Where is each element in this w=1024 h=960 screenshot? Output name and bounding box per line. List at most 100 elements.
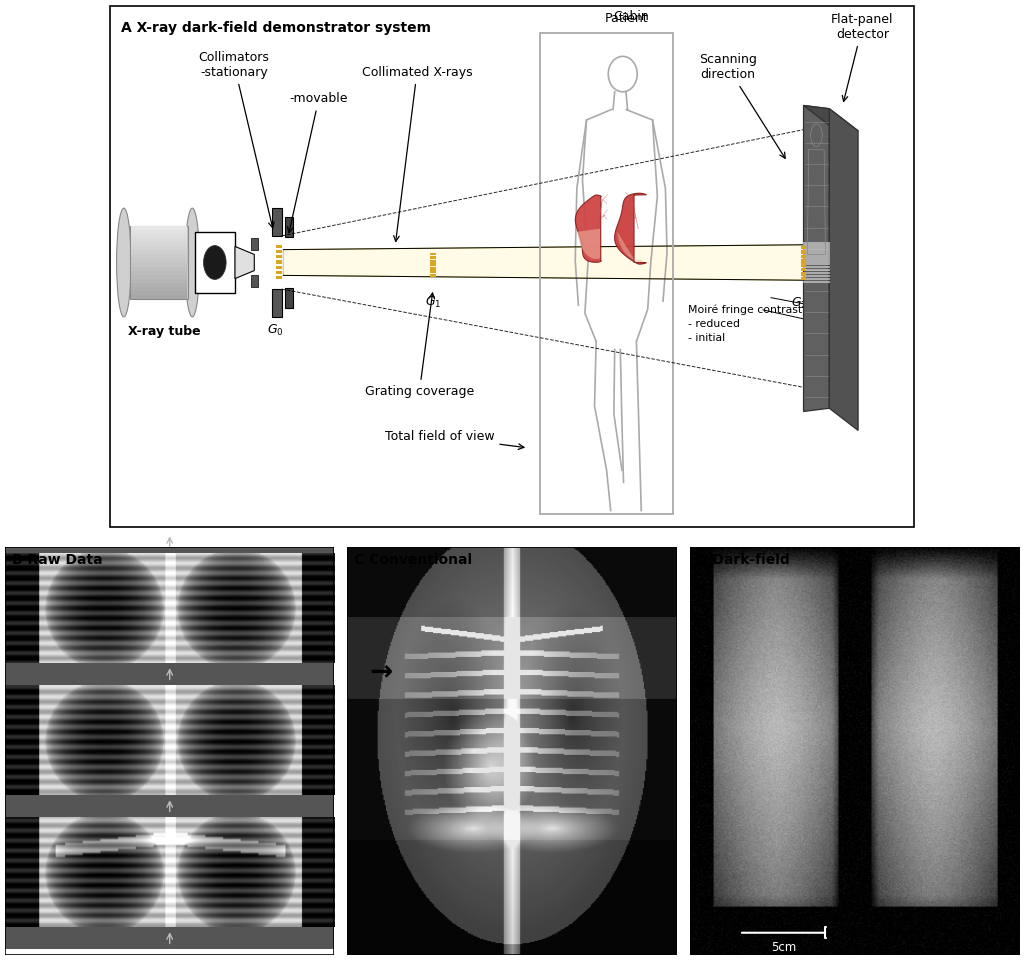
- Bar: [803, 245, 830, 248]
- Bar: [803, 253, 830, 256]
- Bar: [251, 276, 257, 287]
- Text: Collimated X-rays: Collimated X-rays: [361, 66, 472, 242]
- Bar: [131, 251, 187, 254]
- Text: 5cm: 5cm: [771, 941, 797, 954]
- Bar: [801, 259, 806, 262]
- Polygon shape: [804, 106, 858, 131]
- Bar: [131, 282, 187, 287]
- Bar: [803, 272, 830, 275]
- Text: Total field of view: Total field of view: [385, 430, 524, 449]
- Bar: [276, 245, 283, 248]
- Bar: [801, 246, 806, 250]
- Bar: [131, 271, 187, 275]
- Text: $G_1$: $G_1$: [425, 295, 441, 309]
- Bar: [131, 262, 187, 267]
- Ellipse shape: [117, 208, 131, 317]
- Polygon shape: [829, 108, 858, 430]
- Bar: [430, 256, 436, 259]
- Bar: [801, 268, 806, 272]
- Bar: [803, 277, 830, 280]
- Bar: [803, 257, 830, 259]
- FancyBboxPatch shape: [195, 232, 234, 293]
- Bar: [5, 926, 334, 949]
- Bar: [131, 267, 187, 271]
- Bar: [5, 662, 334, 685]
- Bar: [276, 271, 283, 275]
- Text: Collimators
-stationary: Collimators -stationary: [199, 51, 274, 228]
- Bar: [251, 238, 257, 250]
- Bar: [131, 227, 187, 230]
- Text: X-ray tube: X-ray tube: [128, 325, 201, 338]
- Bar: [801, 263, 806, 267]
- Bar: [131, 242, 187, 247]
- Text: Patient: Patient: [605, 12, 648, 25]
- Bar: [430, 271, 436, 274]
- Bar: [131, 278, 187, 282]
- Bar: [131, 230, 187, 234]
- FancyBboxPatch shape: [130, 227, 188, 299]
- Bar: [285, 217, 293, 237]
- Bar: [131, 275, 187, 278]
- Text: →: →: [370, 658, 392, 686]
- Bar: [131, 234, 187, 238]
- Bar: [803, 251, 830, 253]
- Bar: [430, 259, 436, 262]
- Polygon shape: [617, 228, 644, 260]
- Bar: [803, 281, 830, 283]
- Ellipse shape: [185, 208, 200, 317]
- Bar: [430, 267, 436, 270]
- Bar: [430, 263, 436, 266]
- Bar: [276, 255, 283, 258]
- Bar: [276, 250, 283, 253]
- Bar: [5, 531, 334, 553]
- Text: B Raw Data: B Raw Data: [11, 553, 102, 567]
- Bar: [430, 252, 436, 255]
- Text: Moiré fringe contrast:
- reduced
- initial: Moiré fringe contrast: - reduced - initi…: [687, 304, 805, 343]
- Bar: [803, 263, 830, 266]
- Bar: [276, 266, 283, 269]
- Bar: [5, 795, 334, 817]
- Bar: [131, 287, 187, 291]
- Polygon shape: [575, 195, 601, 262]
- Text: Cabin: Cabin: [613, 10, 648, 22]
- Bar: [285, 288, 293, 307]
- Bar: [801, 276, 806, 280]
- Polygon shape: [578, 228, 600, 259]
- Polygon shape: [284, 245, 804, 280]
- Polygon shape: [234, 247, 254, 278]
- Text: Flat-panel
detector: Flat-panel detector: [831, 13, 894, 102]
- Bar: [131, 295, 187, 299]
- Bar: [276, 276, 283, 279]
- Bar: [131, 254, 187, 258]
- Polygon shape: [804, 106, 829, 412]
- Bar: [801, 254, 806, 258]
- Bar: [801, 273, 806, 276]
- Bar: [272, 289, 282, 317]
- Bar: [131, 247, 187, 251]
- Bar: [276, 260, 283, 264]
- Text: $G_2$: $G_2$: [791, 297, 807, 311]
- Bar: [803, 269, 830, 272]
- Text: -movable: -movable: [288, 92, 348, 232]
- Bar: [430, 274, 436, 276]
- Bar: [541, 33, 673, 514]
- Bar: [803, 275, 830, 277]
- Text: Scanning
direction: Scanning direction: [699, 54, 785, 158]
- Text: A X-ray dark-field demonstrator system: A X-ray dark-field demonstrator system: [122, 21, 431, 35]
- Bar: [131, 291, 187, 295]
- Bar: [803, 260, 830, 262]
- Bar: [803, 242, 830, 245]
- Bar: [131, 258, 187, 262]
- Polygon shape: [614, 193, 646, 264]
- Bar: [131, 238, 187, 242]
- Bar: [801, 251, 806, 253]
- Text: Grating coverage: Grating coverage: [365, 293, 474, 397]
- Text: C Conventional: C Conventional: [354, 553, 472, 567]
- Text: D Dark-field: D Dark-field: [696, 553, 791, 567]
- Ellipse shape: [204, 246, 226, 279]
- Text: +: +: [687, 670, 716, 703]
- Bar: [803, 266, 830, 269]
- Bar: [803, 248, 830, 251]
- Text: $G_0$: $G_0$: [267, 323, 284, 338]
- Bar: [272, 207, 282, 236]
